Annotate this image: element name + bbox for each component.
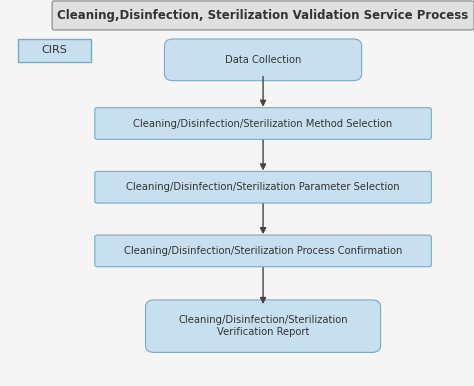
FancyBboxPatch shape <box>18 39 91 62</box>
FancyBboxPatch shape <box>95 108 431 139</box>
Text: Data Collection: Data Collection <box>225 55 301 65</box>
FancyBboxPatch shape <box>52 1 474 30</box>
FancyBboxPatch shape <box>95 235 431 267</box>
Text: Cleaning/Disinfection/Sterilization Parameter Selection: Cleaning/Disinfection/Sterilization Para… <box>126 182 400 192</box>
FancyBboxPatch shape <box>146 300 381 352</box>
FancyBboxPatch shape <box>95 171 431 203</box>
Text: Cleaning/Disinfection/Sterilization Process Confirmation: Cleaning/Disinfection/Sterilization Proc… <box>124 246 402 256</box>
Text: Cleaning,Disinfection, Sterilization Validation Service Process: Cleaning,Disinfection, Sterilization Val… <box>57 9 469 22</box>
Text: Cleaning/Disinfection/Sterilization
Verification Report: Cleaning/Disinfection/Sterilization Veri… <box>178 315 348 337</box>
Text: Cleaning/Disinfection/Sterilization Method Selection: Cleaning/Disinfection/Sterilization Meth… <box>134 119 392 129</box>
Text: CIRS: CIRS <box>42 45 67 55</box>
FancyBboxPatch shape <box>164 39 362 81</box>
